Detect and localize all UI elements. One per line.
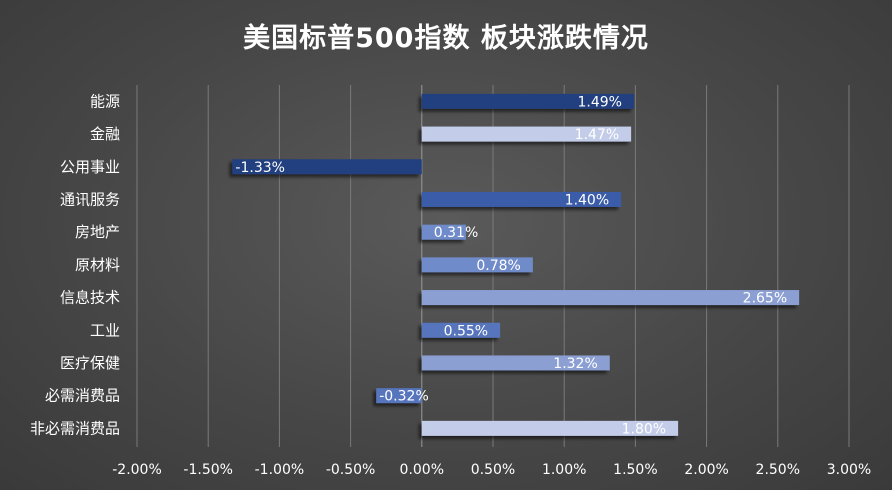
data-label-2: -1.33% bbox=[235, 160, 285, 176]
bars bbox=[232, 93, 800, 436]
data-label-1: 1.47% bbox=[575, 127, 619, 143]
data-label-5: 0.78% bbox=[476, 258, 520, 274]
category-label-4: 房地产 bbox=[75, 223, 120, 241]
category-label-5: 原材料 bbox=[75, 256, 120, 274]
data-label-8: 1.32% bbox=[553, 356, 597, 372]
bar-4 bbox=[421, 224, 466, 240]
data-labels: 1.49% 1.47% -1.33% 1.40% 0.31% 0.78% 2.65% 0.55… bbox=[235, 94, 787, 437]
bar-6 bbox=[421, 290, 800, 306]
x-tick-label-7: 1.50% bbox=[613, 462, 657, 478]
category-label-3: 通讯服务 bbox=[60, 190, 120, 208]
chart-title: 美国标普500指数 板块涨跌情况 bbox=[243, 23, 649, 54]
bar-3 bbox=[421, 191, 622, 207]
category-label-0: 能源 bbox=[90, 92, 120, 110]
bar-1 bbox=[421, 126, 632, 142]
data-label-9: -0.32% bbox=[379, 389, 429, 405]
bar-8 bbox=[421, 355, 610, 371]
x-tick-label-5: 0.50% bbox=[471, 462, 515, 478]
bar-10 bbox=[421, 420, 679, 436]
x-tick-label-3: -0.50% bbox=[326, 462, 376, 478]
data-label-7: 0.55% bbox=[444, 323, 488, 339]
x-axis-tick-labels: -2.00% -1.50% -1.00% -0.50% 0.00% 0.50% 1.00% 1… bbox=[112, 462, 871, 478]
bar-0 bbox=[421, 93, 634, 109]
category-label-10: 非必需消费品 bbox=[30, 419, 120, 437]
x-tick-label-2: -1.00% bbox=[255, 462, 305, 478]
bar-2 bbox=[232, 159, 422, 175]
category-label-9: 必需消费品 bbox=[45, 387, 120, 405]
data-label-10: 1.80% bbox=[622, 421, 666, 437]
category-label-1: 金融 bbox=[90, 125, 120, 143]
category-label-8: 医疗保健 bbox=[60, 354, 120, 372]
x-tick-label-9: 2.50% bbox=[756, 462, 800, 478]
bar-9 bbox=[376, 388, 422, 404]
data-label-0: 1.49% bbox=[577, 94, 621, 110]
bar-5 bbox=[421, 257, 533, 273]
category-label-6: 信息技术 bbox=[60, 289, 120, 307]
bar-7 bbox=[421, 322, 501, 338]
category-label-2: 公用事业 bbox=[60, 158, 120, 176]
data-label-6: 2.65% bbox=[743, 291, 787, 307]
gridlines bbox=[136, 85, 850, 447]
x-tick-label-6: 1.00% bbox=[542, 462, 586, 478]
x-tick-label-10: 3.00% bbox=[827, 462, 871, 478]
category-label-7: 工业 bbox=[90, 321, 120, 339]
data-label-4: 0.31% bbox=[434, 225, 478, 241]
data-label-3: 1.40% bbox=[565, 192, 609, 208]
x-tick-label-4: 0.00% bbox=[400, 462, 444, 478]
x-tick-label-8: 2.00% bbox=[684, 462, 728, 478]
x-tick-label-0: -2.00% bbox=[112, 462, 162, 478]
x-tick-label-1: -1.50% bbox=[183, 462, 233, 478]
